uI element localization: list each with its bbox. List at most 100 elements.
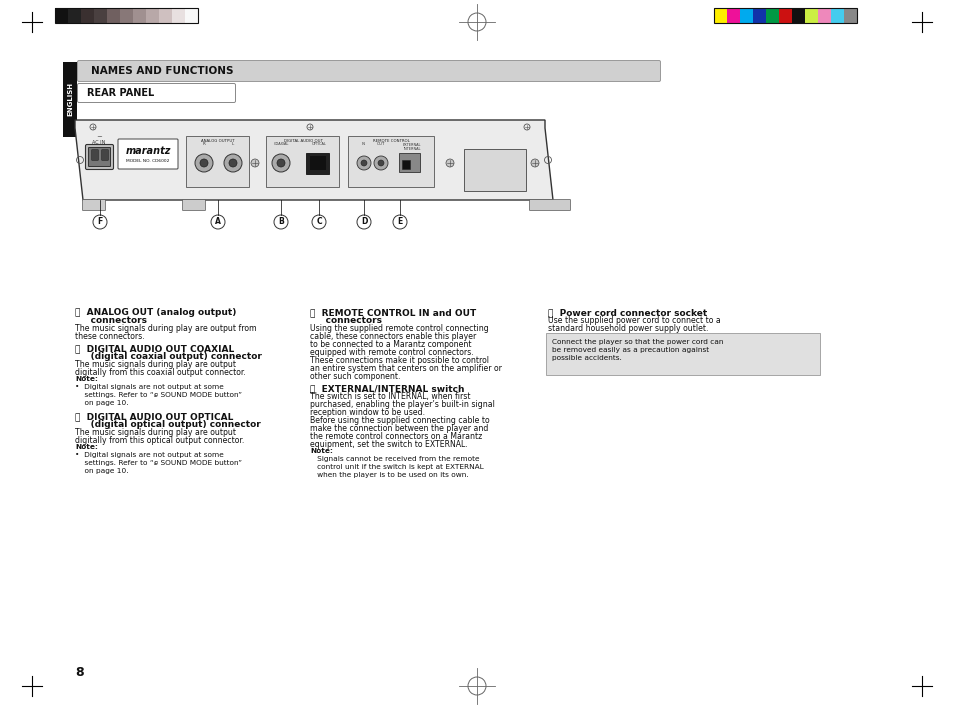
Text: (digital optical output) connector: (digital optical output) connector <box>75 420 260 429</box>
Text: Note:: Note: <box>75 376 98 382</box>
Circle shape <box>356 215 371 229</box>
Text: 8: 8 <box>75 666 84 679</box>
Bar <box>740 8 752 23</box>
FancyBboxPatch shape <box>102 149 109 160</box>
Bar <box>843 8 856 23</box>
Text: control unit if the switch is kept at EXTERNAL: control unit if the switch is kept at EX… <box>310 464 483 470</box>
FancyBboxPatch shape <box>266 135 339 186</box>
Text: Signals cannot be received from the remote: Signals cannot be received from the remo… <box>310 456 479 462</box>
Text: Ⓔ  EXTERNAL/INTERNAL switch: Ⓔ EXTERNAL/INTERNAL switch <box>310 384 464 393</box>
Circle shape <box>393 215 407 229</box>
Bar <box>132 8 146 23</box>
Text: •  Digital signals are not output at some: • Digital signals are not output at some <box>75 384 224 390</box>
Bar <box>185 8 198 23</box>
Text: ANALOG OUTPUT: ANALOG OUTPUT <box>201 139 234 143</box>
Text: The music signals during play are output from: The music signals during play are output… <box>75 324 256 333</box>
Text: be removed easily as a precaution against: be removed easily as a precaution agains… <box>552 347 708 353</box>
Text: REMOTE CONTROL: REMOTE CONTROL <box>373 139 409 143</box>
FancyBboxPatch shape <box>306 152 329 173</box>
Text: Use the supplied power cord to connect to a: Use the supplied power cord to connect t… <box>547 316 720 325</box>
Bar <box>726 8 740 23</box>
FancyBboxPatch shape <box>91 149 98 160</box>
Circle shape <box>229 159 236 167</box>
Text: Note:: Note: <box>310 448 333 454</box>
Text: cable, these connectors enable this player: cable, these connectors enable this play… <box>310 332 476 341</box>
FancyBboxPatch shape <box>545 333 820 375</box>
FancyBboxPatch shape <box>77 60 659 81</box>
Bar <box>817 8 830 23</box>
Text: Ⓕ  Power cord connector socket: Ⓕ Power cord connector socket <box>547 308 706 317</box>
Text: OUT: OUT <box>376 142 385 146</box>
Text: equipped with remote control connectors.: equipped with remote control connectors. <box>310 348 474 357</box>
Text: other such component.: other such component. <box>310 372 400 381</box>
Bar <box>81 8 94 23</box>
Text: F: F <box>97 217 103 227</box>
Text: an entire system that centers on the amplifier or: an entire system that centers on the amp… <box>310 364 501 373</box>
Circle shape <box>200 159 208 167</box>
Text: ~: ~ <box>96 134 102 140</box>
Text: OPTICAL: OPTICAL <box>312 142 326 146</box>
Text: connectors: connectors <box>310 316 381 325</box>
Text: when the player is to be used on its own.: when the player is to be used on its own… <box>310 472 468 478</box>
Text: B: B <box>278 217 284 227</box>
Text: make the connection between the player and: make the connection between the player a… <box>310 424 488 433</box>
Bar <box>63 62 77 137</box>
FancyBboxPatch shape <box>348 135 434 186</box>
Circle shape <box>356 156 371 170</box>
Bar <box>779 8 791 23</box>
Bar <box>791 8 804 23</box>
Circle shape <box>272 154 290 172</box>
Bar <box>804 8 817 23</box>
FancyBboxPatch shape <box>118 139 178 169</box>
Bar <box>55 8 68 23</box>
Circle shape <box>374 156 388 170</box>
Bar <box>401 160 410 169</box>
Text: Ⓓ  REMOTE CONTROL IN and OUT: Ⓓ REMOTE CONTROL IN and OUT <box>310 308 476 317</box>
Circle shape <box>446 159 454 167</box>
Text: D: D <box>360 217 367 227</box>
FancyBboxPatch shape <box>86 144 113 169</box>
Text: ENGLISH: ENGLISH <box>67 83 73 117</box>
Text: equipment, set the switch to EXTERNAL.: equipment, set the switch to EXTERNAL. <box>310 440 467 449</box>
Circle shape <box>194 154 213 172</box>
FancyBboxPatch shape <box>529 200 570 210</box>
Bar <box>146 8 159 23</box>
Text: connectors: connectors <box>75 316 147 325</box>
Circle shape <box>360 160 367 166</box>
Text: digitally from this optical output connector.: digitally from this optical output conne… <box>75 436 244 445</box>
Text: to be connected to a Marantz component: to be connected to a Marantz component <box>310 340 471 349</box>
Text: settings. Refer to “ⅇ SOUND MODE button”: settings. Refer to “ⅇ SOUND MODE button” <box>75 460 242 466</box>
Text: The music signals during play are output: The music signals during play are output <box>75 360 235 369</box>
Text: A: A <box>214 217 221 227</box>
Text: possible accidents.: possible accidents. <box>552 355 621 361</box>
Text: (digital coaxial output) connector: (digital coaxial output) connector <box>75 352 262 361</box>
Text: digitally from this coaxial output connector.: digitally from this coaxial output conne… <box>75 368 246 377</box>
Bar <box>310 156 326 170</box>
Bar <box>159 8 172 23</box>
Text: The switch is set to INTERNAL, when first: The switch is set to INTERNAL, when firs… <box>310 392 470 401</box>
Circle shape <box>211 215 225 229</box>
Circle shape <box>274 215 288 229</box>
Text: REAR PANEL: REAR PANEL <box>87 88 154 98</box>
Text: Using the supplied remote control connecting: Using the supplied remote control connec… <box>310 324 488 333</box>
Text: COAXIAL: COAXIAL <box>273 142 289 146</box>
FancyBboxPatch shape <box>89 147 111 166</box>
Bar <box>713 8 856 23</box>
Text: MODEL NO. CD6002: MODEL NO. CD6002 <box>126 159 170 163</box>
Text: EXTERNAL: EXTERNAL <box>402 143 421 147</box>
Bar <box>765 8 779 23</box>
Text: C: C <box>315 217 321 227</box>
Text: AC IN: AC IN <box>92 139 106 144</box>
Text: Before using the supplied connecting cable to: Before using the supplied connecting cab… <box>310 416 489 425</box>
FancyBboxPatch shape <box>186 135 250 186</box>
Bar <box>94 8 107 23</box>
FancyBboxPatch shape <box>182 200 205 210</box>
Text: Connect the player so that the power cord can: Connect the player so that the power cor… <box>552 339 722 345</box>
Bar <box>120 8 132 23</box>
Text: These connections make it possible to control: These connections make it possible to co… <box>310 356 489 365</box>
Circle shape <box>92 215 107 229</box>
Text: on page 10.: on page 10. <box>75 400 129 406</box>
Text: E: E <box>397 217 402 227</box>
Text: settings. Refer to “ⅇ SOUND MODE button”: settings. Refer to “ⅇ SOUND MODE button” <box>75 392 242 398</box>
Text: The music signals during play are output: The music signals during play are output <box>75 428 235 437</box>
